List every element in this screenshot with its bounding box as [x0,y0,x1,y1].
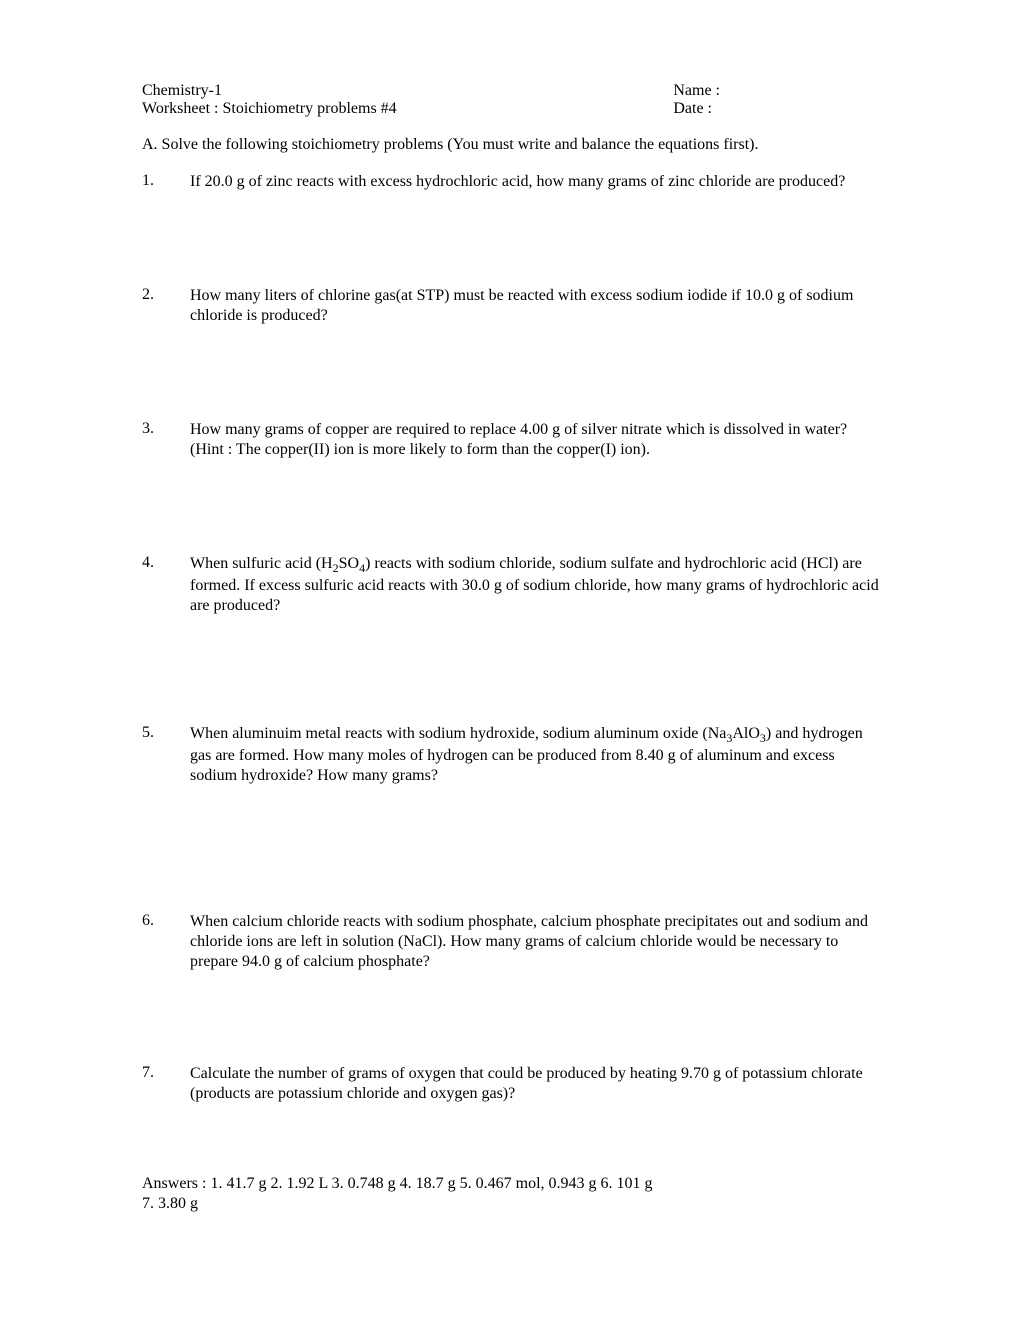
course-title: Chemistry-1 [142,82,397,100]
problem-2: 2. How many liters of chlorine gas(at ST… [142,286,880,326]
header-left: Chemistry-1 Worksheet : Stoichiometry pr… [142,82,397,118]
problem-7: 7. Calculate the number of grams of oxyg… [142,1064,880,1104]
problem-number: 7. [142,1064,190,1104]
answers: Answers : 1. 41.7 g 2. 1.92 L 3. 0.748 g… [142,1174,880,1214]
problem-number: 6. [142,912,190,972]
problem-number: 3. [142,420,190,460]
problem-number: 2. [142,286,190,326]
worksheet-title: Worksheet : Stoichiometry problems #4 [142,100,397,118]
date-label: Date : [673,100,720,118]
header-right: Name : Date : [673,82,880,118]
problem-text: Calculate the number of grams of oxygen … [190,1064,880,1104]
problem-5: 5. When aluminuim metal reacts with sodi… [142,724,880,786]
answers-line-2: 7. 3.80 g [142,1194,880,1214]
problem-text: If 20.0 g of zinc reacts with excess hyd… [190,172,880,192]
problem-text: How many grams of copper are required to… [190,420,880,460]
answers-line-1: Answers : 1. 41.7 g 2. 1.92 L 3. 0.748 g… [142,1174,880,1194]
problem-6: 6. When calcium chloride reacts with sod… [142,912,880,972]
header: Chemistry-1 Worksheet : Stoichiometry pr… [142,82,880,118]
problem-number: 4. [142,554,190,616]
problem-text: When aluminuim metal reacts with sodium … [190,724,880,786]
problem-text: How many liters of chlorine gas(at STP) … [190,286,880,326]
problem-number: 1. [142,172,190,192]
problem-text: When calcium chloride reacts with sodium… [190,912,880,972]
problem-3: 3. How many grams of copper are required… [142,420,880,460]
problem-number: 5. [142,724,190,786]
name-label: Name : [673,82,720,100]
problem-4: 4. When sulfuric acid (H2SO4) reacts wit… [142,554,880,616]
problem-1: 1. If 20.0 g of zinc reacts with excess … [142,172,880,192]
problem-text: When sulfuric acid (H2SO4) reacts with s… [190,554,880,616]
section-instruction: A. Solve the following stoichiometry pro… [142,136,880,154]
worksheet-page: Chemistry-1 Worksheet : Stoichiometry pr… [0,0,1020,1214]
